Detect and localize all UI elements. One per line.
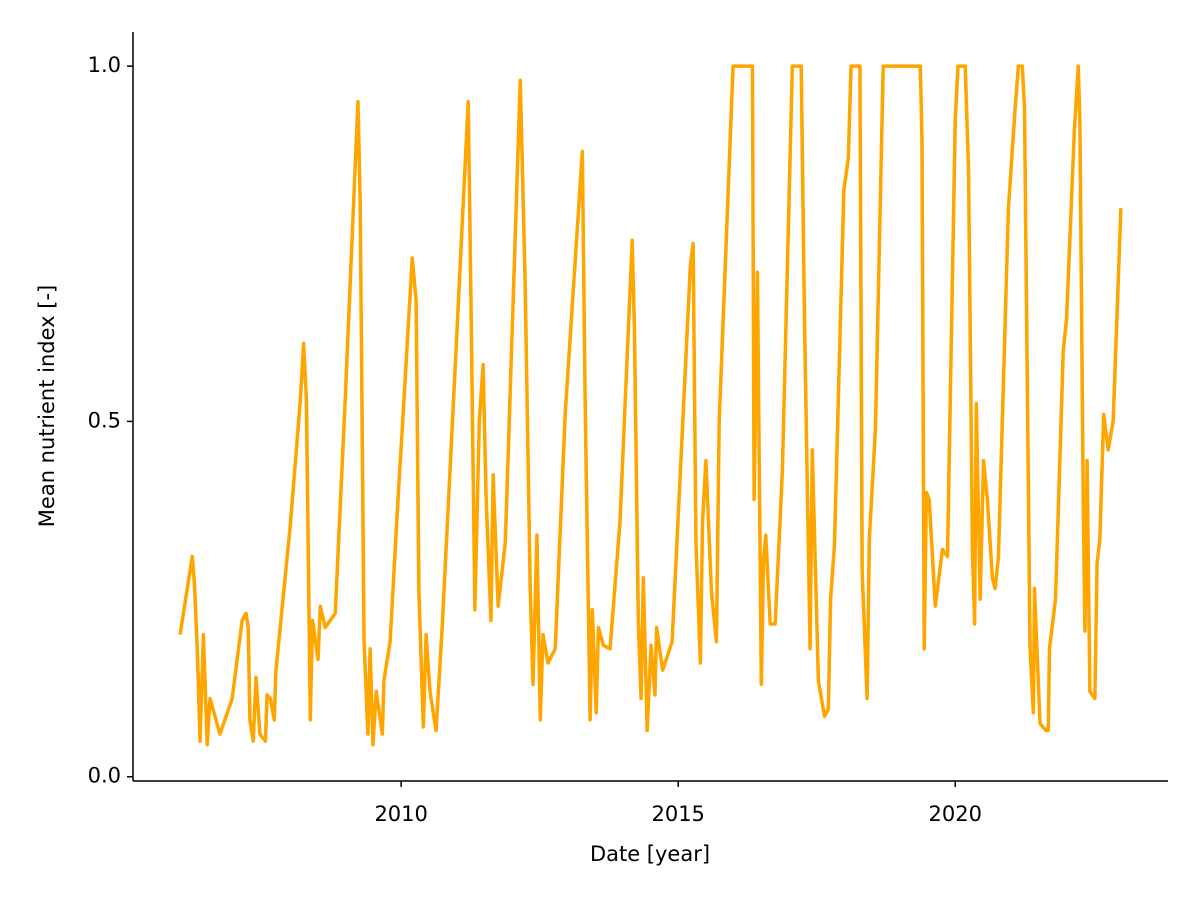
y-tick-label: 0.0 [88, 764, 121, 788]
x-tick-label: 2015 [651, 802, 704, 826]
y-tick-label: 0.5 [88, 408, 121, 432]
y-tick-label: 1.0 [88, 53, 121, 77]
x-tick-label: 2020 [929, 802, 982, 826]
x-tick-label: 2010 [374, 802, 427, 826]
x-axis-label: Date [year] [590, 842, 710, 866]
y-axis-label: Mean nutrient index [-] [35, 285, 59, 527]
data-line [178, 64, 1123, 747]
